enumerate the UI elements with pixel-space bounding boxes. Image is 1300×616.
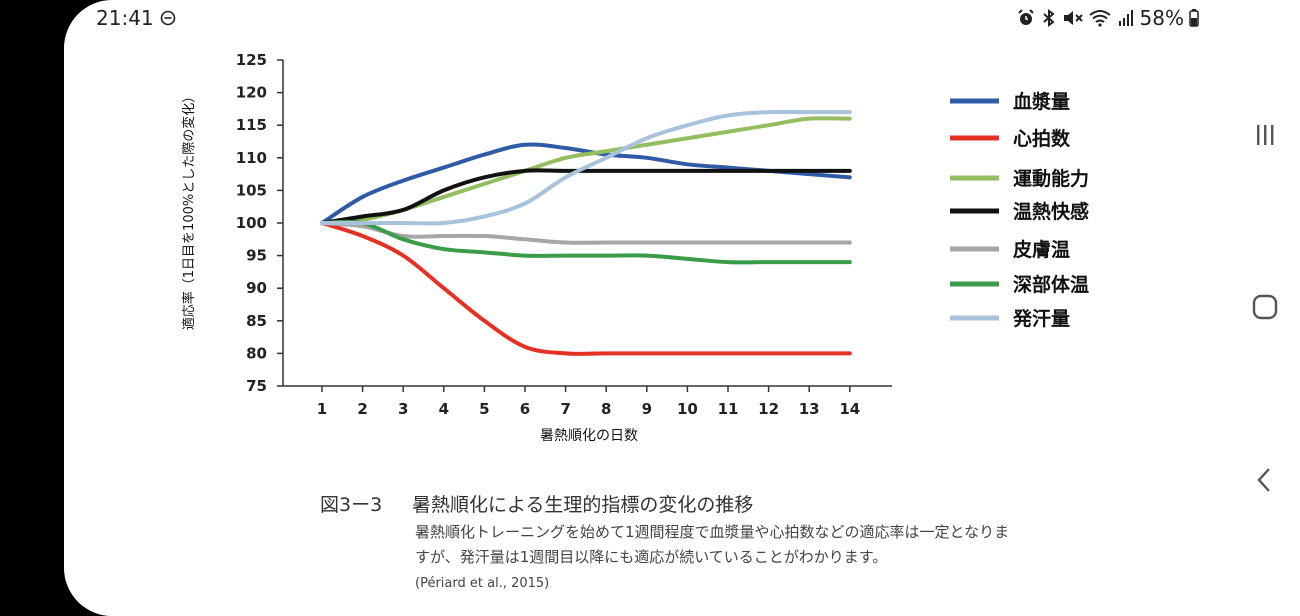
y-tick-label: 80	[246, 344, 267, 362]
x-tick-label: 14	[839, 400, 860, 418]
legend-label: 発汗量	[1012, 307, 1070, 330]
x-tick-label: 12	[758, 400, 779, 418]
back-button[interactable]	[1250, 465, 1280, 495]
x-tick-label: 8	[601, 400, 611, 418]
wifi-icon	[1088, 10, 1111, 27]
x-tick-label: 4	[439, 400, 449, 418]
navigation-bar	[1228, 0, 1300, 616]
bluetooth-icon	[1042, 9, 1055, 27]
series-line	[320, 219, 852, 265]
y-tick-label: 105	[236, 181, 267, 199]
x-tick-label: 11	[718, 400, 739, 418]
figure-description: 暑熱順化トレーニングを始めて1週間程度で血漿量や心拍数などの適応率は一定となりま…	[415, 523, 1010, 566]
x-tick-label: 6	[520, 400, 530, 418]
status-icons: 58%	[1016, 6, 1200, 30]
series-line	[320, 221, 852, 356]
series-line	[320, 168, 852, 225]
figure-source: (Périard et al., 2015)	[415, 576, 550, 591]
legend-label: 運動能力	[1013, 167, 1089, 190]
status-bar: 21:41	[64, 0, 1228, 36]
status-time: 21:41	[96, 6, 154, 30]
x-tick-label: 13	[799, 400, 820, 418]
y-tick-label: 120	[236, 84, 267, 102]
recent-apps-button[interactable]	[1250, 120, 1280, 150]
figure-title: 暑熱順化による生理的指標の変化の推移	[412, 494, 754, 516]
figure-number: 図3ー3	[320, 494, 383, 516]
x-tick-label: 10	[677, 400, 698, 418]
y-tick-label: 75	[246, 377, 267, 395]
y-tick-label: 115	[236, 116, 267, 134]
x-tick-label: 9	[642, 400, 652, 418]
legend-label: 血漿量	[1013, 90, 1070, 113]
series-line	[320, 221, 852, 245]
y-tick-label: 100	[236, 214, 267, 232]
phone-screen: 21:41	[64, 0, 1228, 616]
y-axis-label: 適応率（1日目を100%とした際の変化）	[181, 90, 197, 330]
legend-label: 皮膚温	[1013, 238, 1070, 261]
series-line	[320, 109, 852, 226]
caption-title-line: 図3ー3 暑熱順化による生理的指標の変化の推移	[320, 490, 753, 517]
legend-label: 温熱快感	[1013, 200, 1089, 223]
x-tick-label: 7	[560, 400, 570, 418]
signal-icon	[1118, 10, 1133, 26]
x-axis-ticks: 1 2 3 4 5 6 7 8 9 10 11 12 13 14	[317, 386, 860, 418]
do-not-disturb-icon	[160, 10, 176, 26]
legend-label: 心拍数	[1013, 127, 1071, 150]
y-axis-ticks: 75 80 85 90 95 100 105 110 115 120 125	[236, 51, 283, 395]
battery-percent: 58%	[1139, 6, 1184, 30]
x-axis-label: 暑熱順化の日数	[540, 428, 638, 444]
x-tick-label: 2	[357, 400, 367, 418]
x-tick-label: 5	[479, 400, 489, 418]
series-lines	[320, 109, 852, 356]
mute-icon	[1063, 11, 1083, 25]
y-tick-label: 110	[236, 149, 267, 167]
legend-label: 深部体温	[1013, 273, 1089, 296]
x-tick-label: 1	[317, 400, 327, 418]
home-button[interactable]	[1250, 292, 1280, 322]
alarm-icon	[1017, 9, 1034, 25]
y-tick-label: 90	[246, 279, 267, 297]
y-tick-label: 85	[246, 312, 267, 330]
y-tick-label: 95	[246, 247, 267, 265]
y-tick-label: 125	[236, 51, 267, 69]
x-tick-label: 3	[398, 400, 408, 418]
battery-icon	[1189, 9, 1199, 27]
